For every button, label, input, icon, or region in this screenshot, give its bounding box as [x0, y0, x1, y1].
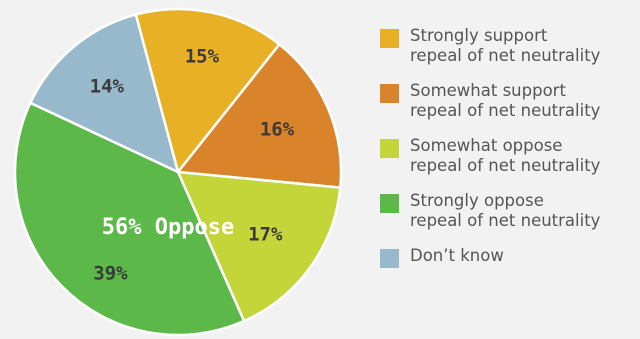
legend-item-strongly-support: Strongly support repeal of net neutralit… [380, 26, 636, 66]
pie-label-strongly-oppose: 39% [93, 263, 128, 285]
legend-label: Somewhat oppose repeal of net neutrality [410, 136, 601, 175]
legend-swatch [380, 139, 399, 158]
legend: Strongly support repeal of net neutralit… [380, 26, 636, 283]
legend-item-somewhat-oppose: Somewhat oppose repeal of net neutrality [380, 136, 636, 176]
pie-label-somewhat-oppose: 17% [248, 223, 283, 245]
legend-swatch [380, 249, 399, 268]
pie-label-strongly-support: 15% [185, 46, 220, 68]
legend-item-strongly-oppose: Strongly oppose repeal of net neutrality [380, 191, 636, 231]
pie-label-somewhat-support: 16% [260, 118, 295, 140]
pie-chart: 15% 16% 17% 39% 14% 56% Oppose [13, 7, 343, 337]
legend-item-somewhat-support: Somewhat support repeal of net neutralit… [380, 81, 636, 121]
pie-slice-somewhat-support [175, 42, 343, 189]
oppose-total-annotation: 56% Oppose [102, 215, 234, 240]
pie-label-dont-know: 14% [90, 76, 125, 98]
legend-label: Strongly oppose repeal of net neutrality [410, 191, 601, 230]
pie-slice-somewhat-oppose [175, 170, 342, 323]
legend-swatch [380, 29, 399, 48]
legend-swatch [380, 84, 399, 103]
pie-slice-dont-know [28, 13, 180, 175]
legend-label: Don’t know [410, 246, 504, 265]
pie-slice-strongly-support [134, 7, 282, 175]
legend-label: Strongly support repeal of net neutralit… [410, 26, 601, 65]
legend-swatch [380, 194, 399, 213]
legend-item-dont-know: Don’t know [380, 246, 636, 268]
legend-label: Somewhat support repeal of net neutralit… [410, 81, 601, 120]
pie-slice-strongly-oppose [13, 101, 246, 337]
